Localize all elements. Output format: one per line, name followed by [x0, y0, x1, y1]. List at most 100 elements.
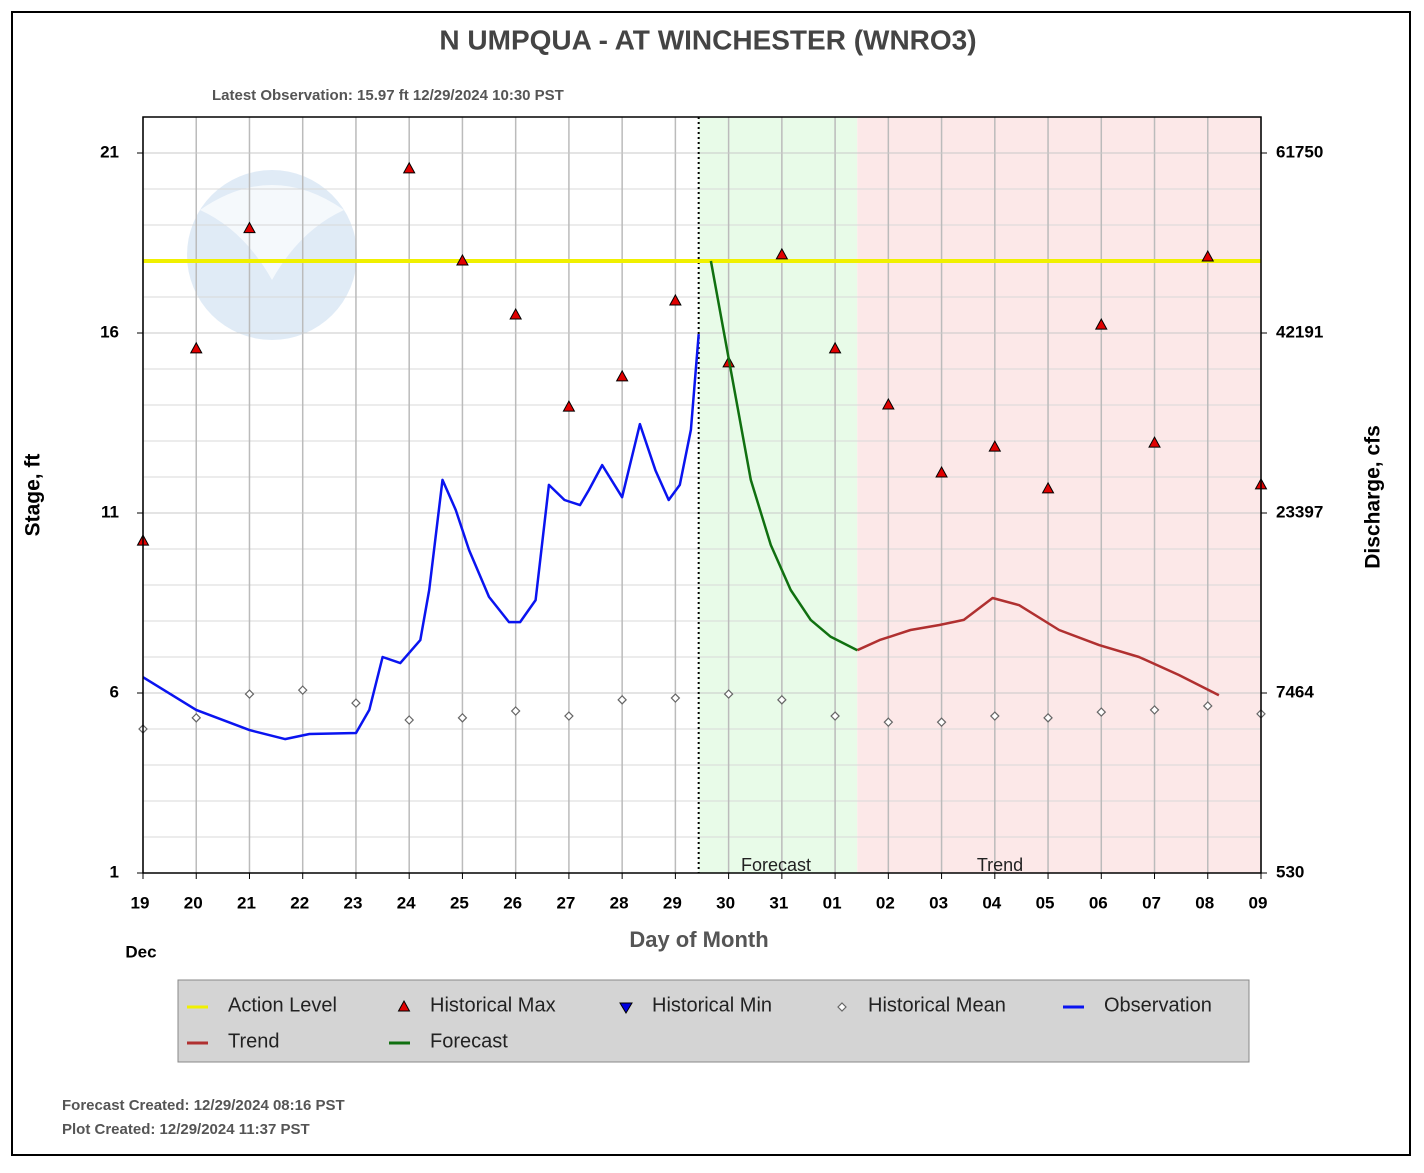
diamond-marker — [297, 685, 308, 695]
legend-item: Historical Max — [397, 994, 556, 1016]
y2-tick-label: 42191 — [1276, 322, 1323, 341]
subtitle: Latest Observation: 15.97 ft 12/29/2024 … — [212, 87, 564, 104]
x-tick-label: 31 — [769, 893, 788, 912]
x-tick-label: 20 — [184, 893, 203, 912]
trend-region — [857, 117, 1261, 873]
triangle-marker — [456, 253, 469, 266]
diamond-marker — [1202, 701, 1213, 711]
legend-box — [177, 979, 1250, 1063]
series-line — [709, 260, 858, 652]
triangle-marker — [562, 400, 576, 412]
triangle-marker — [881, 397, 895, 410]
legend-label: Observation — [1104, 994, 1212, 1016]
noaa-logo — [187, 170, 357, 340]
triangle-marker — [935, 466, 948, 478]
diamond-marker — [617, 694, 627, 705]
triangle-marker — [619, 1002, 633, 1014]
x-tick-label: 07 — [1142, 893, 1161, 912]
legend-item: Trend — [187, 1030, 280, 1052]
y-tick-label: 1 — [110, 862, 119, 881]
x-tick-label: 26 — [503, 893, 522, 912]
diamond-marker — [936, 717, 947, 728]
triangle-marker — [988, 440, 1002, 452]
legend-label: Historical Max — [430, 994, 556, 1016]
legend-item: Forecast — [389, 1030, 508, 1052]
legend-item: Observation — [1063, 994, 1212, 1016]
x-tick-label: 01 — [823, 893, 842, 912]
diamond-marker — [457, 712, 468, 723]
diamond-marker — [837, 1002, 847, 1012]
triangle-marker — [397, 999, 411, 1012]
x-tick-label: 21 — [237, 893, 256, 912]
legend-item: Historical Min — [619, 994, 772, 1016]
x-tick-label: 22 — [290, 893, 309, 912]
triangle-marker — [1148, 436, 1161, 448]
series-line — [142, 333, 700, 741]
y2-tick-label: 23397 — [1276, 502, 1323, 521]
x-tick-label: 05 — [1036, 893, 1055, 912]
diamond-marker — [777, 694, 787, 705]
region-label: Trend — [977, 855, 1023, 875]
x-tick-label: 04 — [982, 893, 1001, 912]
chart-title: N UMPQUA - AT WINCHESTER (WNRO3) — [439, 24, 976, 55]
triangle-marker — [828, 341, 842, 354]
y2-tick-label: 61750 — [1276, 142, 1323, 161]
x-tick-label: 06 — [1089, 893, 1108, 912]
legend-label: Forecast — [430, 1030, 508, 1052]
y-tick-label: 16 — [100, 322, 119, 341]
triangle-marker — [509, 307, 523, 320]
legend-item: Action Level — [187, 994, 337, 1016]
triangle-marker — [189, 341, 203, 354]
y-tick-label: 6 — [110, 682, 119, 701]
triangle-marker — [775, 247, 789, 260]
x-tick-label: 03 — [929, 893, 948, 912]
diamond-marker — [883, 717, 894, 728]
triangle-marker — [1041, 481, 1055, 494]
series-line — [856, 596, 1220, 697]
legend-item: Historical Mean — [837, 994, 1006, 1016]
x-tick-label: 30 — [716, 893, 735, 912]
footnote: Plot Created: 12/29/2024 11:37 PST — [62, 1121, 310, 1138]
x-tick-label: 28 — [610, 893, 629, 912]
diamond-marker — [351, 698, 361, 708]
triangle-marker — [1201, 250, 1215, 262]
forecast-region — [698, 117, 858, 873]
diamond-marker — [670, 693, 681, 703]
legend-label: Historical Min — [652, 994, 772, 1016]
y2-tick-label: 7464 — [1276, 682, 1314, 701]
diamond-marker — [989, 711, 1000, 721]
diamond-marker — [1043, 712, 1053, 723]
y-tick-label: 11 — [101, 502, 119, 521]
x-tick-label: 08 — [1195, 893, 1214, 912]
legend-label: Action Level — [228, 994, 337, 1016]
legend-label: Historical Mean — [868, 994, 1006, 1016]
month-label: Dec — [125, 942, 156, 961]
y-tick-label: 21 — [100, 142, 119, 161]
plot-border — [142, 116, 1262, 874]
diamond-marker — [1096, 707, 1107, 717]
diamond-marker — [564, 711, 574, 721]
diamond-marker — [244, 689, 255, 699]
region-label: Forecast — [741, 855, 811, 875]
x-tick-label: 19 — [131, 893, 150, 912]
y-axis-label: Stage, ft — [22, 454, 45, 537]
legend-label: Trend — [228, 1030, 280, 1052]
x-tick-label: 24 — [397, 893, 416, 912]
diamond-marker — [510, 706, 521, 716]
x-tick-label: 25 — [450, 893, 469, 912]
diamond-marker — [404, 715, 415, 725]
x-tick-label: 29 — [663, 893, 682, 912]
diamond-marker — [191, 712, 202, 723]
x-tick-label: 23 — [343, 893, 362, 912]
y2-tick-label: 530 — [1276, 862, 1304, 881]
x-tick-label: 27 — [556, 893, 575, 912]
footnote: Forecast Created: 12/29/2024 08:16 PST — [62, 1097, 345, 1114]
x-axis-label: Day of Month — [629, 927, 768, 952]
y2-axis-label: Discharge, cfs — [1362, 425, 1385, 569]
triangle-marker — [615, 369, 629, 382]
triangle-marker — [1094, 318, 1108, 330]
triangle-marker — [243, 221, 256, 234]
x-tick-label: 02 — [876, 893, 895, 912]
triangle-marker — [669, 293, 682, 306]
